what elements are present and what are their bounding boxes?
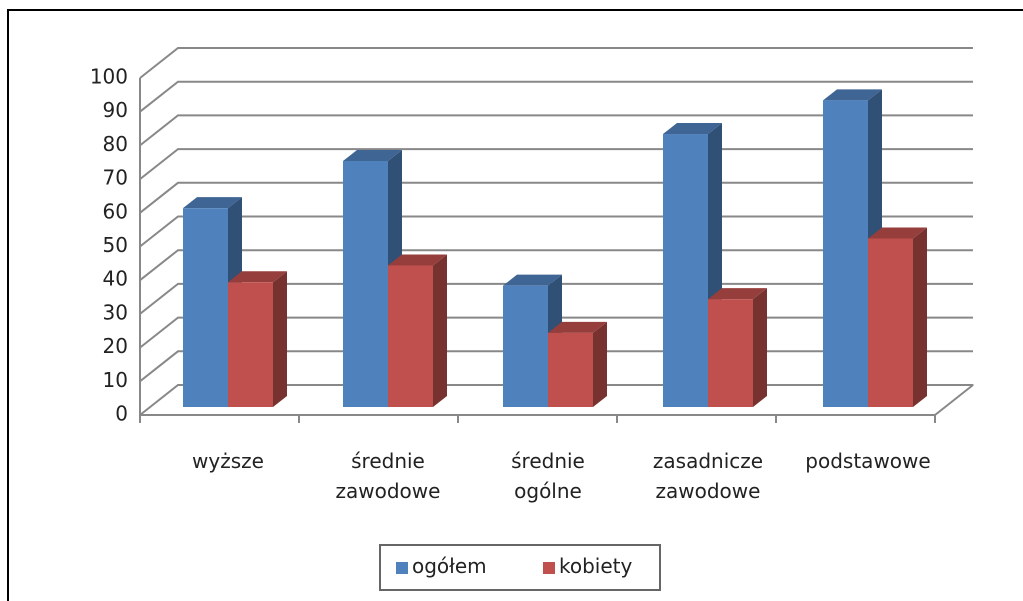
- y-tick-label: 60: [103, 199, 128, 223]
- x-tick-label: wyższe: [192, 449, 264, 473]
- bar: [228, 282, 273, 407]
- legend-swatch: [396, 562, 408, 574]
- bar: [708, 299, 753, 407]
- legend-label: kobiety: [559, 554, 633, 578]
- bar: [663, 134, 708, 407]
- grid-line: [139, 80, 973, 113]
- bar-side: [913, 227, 927, 407]
- bar: [503, 285, 548, 407]
- floor-edge: [934, 384, 974, 416]
- y-tick-label: 30: [103, 300, 128, 324]
- legend-swatch: [543, 562, 555, 574]
- bar-top: [868, 227, 927, 239]
- y-tick-label: 0: [115, 402, 128, 426]
- bar-top: [228, 271, 287, 283]
- bar: [823, 100, 868, 407]
- bar-top: [823, 89, 882, 101]
- y-tick-label: 10: [103, 368, 128, 392]
- grid-line: [139, 47, 973, 79]
- y-tick-label: 20: [103, 334, 128, 358]
- grid-line: [139, 114, 973, 147]
- legend-box: [379, 544, 661, 591]
- y-tick-label: 40: [103, 267, 128, 291]
- frame: [7, 9, 1023, 601]
- bar-side: [593, 321, 607, 407]
- bar: [388, 265, 433, 407]
- bar: [868, 238, 913, 407]
- y-tick-label: 50: [103, 233, 128, 257]
- y-tick-label: 70: [103, 166, 128, 190]
- bar: [548, 332, 593, 407]
- bar-top: [708, 288, 767, 300]
- y-tick-label: 80: [103, 132, 128, 156]
- bar-top: [183, 197, 242, 209]
- y-tick-label: 90: [103, 98, 128, 122]
- bar-top: [548, 321, 607, 333]
- bar-side: [433, 254, 447, 407]
- x-tick-label: średnie ogólne: [511, 449, 585, 503]
- bar-top: [388, 254, 447, 266]
- bar: [343, 160, 388, 407]
- bar-top: [503, 274, 562, 286]
- legend-label: ogółem: [412, 554, 487, 578]
- x-tick-label: zasadnicze zawodowe: [652, 449, 764, 503]
- bar-top: [343, 149, 402, 161]
- bar-side: [273, 271, 287, 407]
- x-tick-label: średnie zawodowe: [335, 449, 441, 503]
- bar: [183, 208, 228, 407]
- bar-top: [663, 123, 722, 135]
- x-tick-label: podstawowe: [805, 449, 931, 473]
- bar-side: [753, 288, 767, 407]
- y-tick-label: 100: [90, 65, 128, 89]
